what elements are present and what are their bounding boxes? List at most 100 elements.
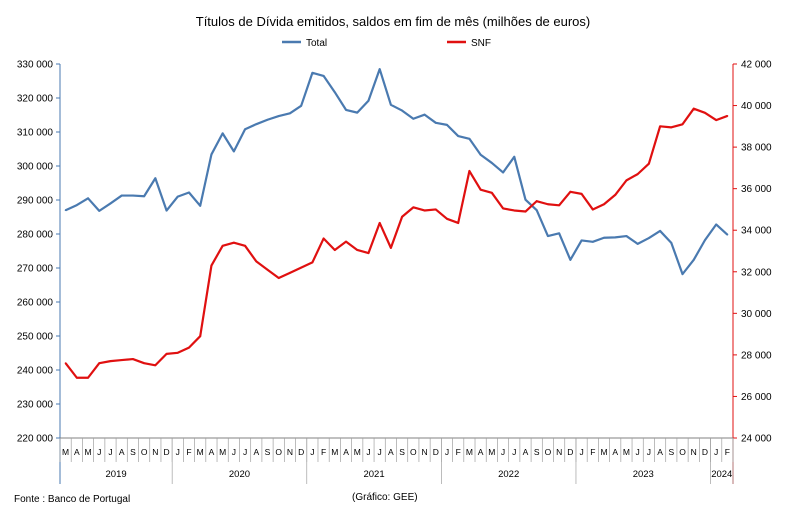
month-label: A <box>343 447 349 457</box>
month-label: J <box>579 447 583 457</box>
right-tick-label: 40 000 <box>741 101 772 112</box>
data-point-total <box>614 236 617 239</box>
month-label: M <box>488 447 495 457</box>
year-label: 2022 <box>498 469 519 480</box>
month-label: M <box>84 447 91 457</box>
data-point-total <box>221 132 224 135</box>
data-point-total <box>87 197 89 200</box>
data-point-total <box>490 162 493 164</box>
month-label: J <box>512 447 516 457</box>
data-point-total <box>244 128 246 131</box>
chart-legend: Total SNF <box>282 38 491 49</box>
data-point-snf <box>109 360 112 363</box>
data-point-snf <box>266 268 269 271</box>
data-point-snf <box>356 249 359 251</box>
data-point-total <box>625 235 628 237</box>
data-point-snf <box>132 358 134 360</box>
data-point-total <box>412 117 415 120</box>
data-point-total <box>109 202 112 205</box>
month-label: J <box>647 447 651 457</box>
month-label: D <box>433 447 439 457</box>
data-point-total <box>670 241 673 244</box>
data-point-snf <box>558 204 561 207</box>
data-point-snf <box>446 217 448 220</box>
left-axis-ticks: 220 000 230 000 240 000 250 000 260 000 270 0… <box>17 60 60 445</box>
data-point-total <box>322 75 325 77</box>
month-label: A <box>253 447 259 457</box>
left-tick-label: 270 000 <box>17 264 54 275</box>
left-tick-label: 320 000 <box>17 94 54 105</box>
data-point-total <box>367 99 370 102</box>
data-point-snf <box>322 237 325 240</box>
data-point-snf <box>423 209 426 212</box>
data-point-total <box>681 273 684 276</box>
data-point-total <box>176 195 179 198</box>
month-label: M <box>197 447 204 457</box>
data-point-total <box>636 242 639 245</box>
month-label: J <box>366 447 370 457</box>
data-point-total <box>434 121 437 124</box>
series-line-total <box>65 67 729 276</box>
data-point-snf <box>468 170 471 172</box>
data-point-total <box>647 237 650 239</box>
data-point-snf <box>535 200 538 203</box>
data-point-snf <box>87 376 89 379</box>
data-point-snf <box>457 222 460 224</box>
month-label: M <box>466 447 473 457</box>
month-label: A <box>388 447 394 457</box>
year-label: 2019 <box>106 469 127 480</box>
data-point-total <box>188 191 190 194</box>
data-point-snf <box>300 266 303 269</box>
month-label: N <box>421 447 427 457</box>
data-point-snf <box>479 188 482 191</box>
data-point-total <box>311 71 314 74</box>
left-tick-label: 230 000 <box>17 400 54 411</box>
data-point-total <box>423 113 426 116</box>
data-point-snf <box>580 192 583 195</box>
right-tick-label: 26 000 <box>741 392 772 403</box>
right-tick-label: 24 000 <box>741 434 772 445</box>
month-label: J <box>378 447 382 457</box>
data-point-snf <box>75 376 78 379</box>
month-label: M <box>331 447 338 457</box>
data-point-snf <box>513 209 516 212</box>
data-point-snf <box>647 162 650 165</box>
data-point-snf <box>378 222 381 224</box>
data-point-snf <box>345 240 347 243</box>
data-point-total <box>692 258 695 261</box>
data-point-total <box>558 232 561 235</box>
right-tick-label: 38 000 <box>741 143 772 154</box>
data-point-snf <box>210 264 213 267</box>
data-point-total <box>715 223 718 226</box>
data-point-total <box>502 171 504 174</box>
data-point-total <box>535 209 538 212</box>
data-point-snf <box>490 191 493 194</box>
left-tick-label: 330 000 <box>17 60 54 71</box>
data-point-snf <box>636 173 639 176</box>
month-label: N <box>152 447 158 457</box>
data-point-snf <box>569 190 572 193</box>
month-label: S <box>130 447 136 457</box>
data-point-snf <box>547 203 549 206</box>
data-point-total <box>300 104 303 107</box>
data-point-snf <box>188 346 190 349</box>
month-label: J <box>501 447 505 457</box>
data-point-total <box>132 194 134 197</box>
data-point-total <box>356 111 359 114</box>
month-label: A <box>74 447 80 457</box>
data-point-snf <box>176 351 179 354</box>
month-label: J <box>176 447 180 457</box>
month-label: O <box>410 447 417 457</box>
month-label: S <box>265 447 271 457</box>
month-label: A <box>612 447 618 457</box>
data-point-total <box>289 112 291 115</box>
month-label: S <box>534 447 540 457</box>
data-point-snf <box>502 207 504 210</box>
data-point-snf <box>289 271 291 274</box>
data-point-total <box>378 68 381 70</box>
data-point-snf <box>199 335 202 338</box>
data-point-snf <box>232 241 235 244</box>
data-point-total <box>591 240 594 243</box>
data-point-total <box>75 204 78 207</box>
